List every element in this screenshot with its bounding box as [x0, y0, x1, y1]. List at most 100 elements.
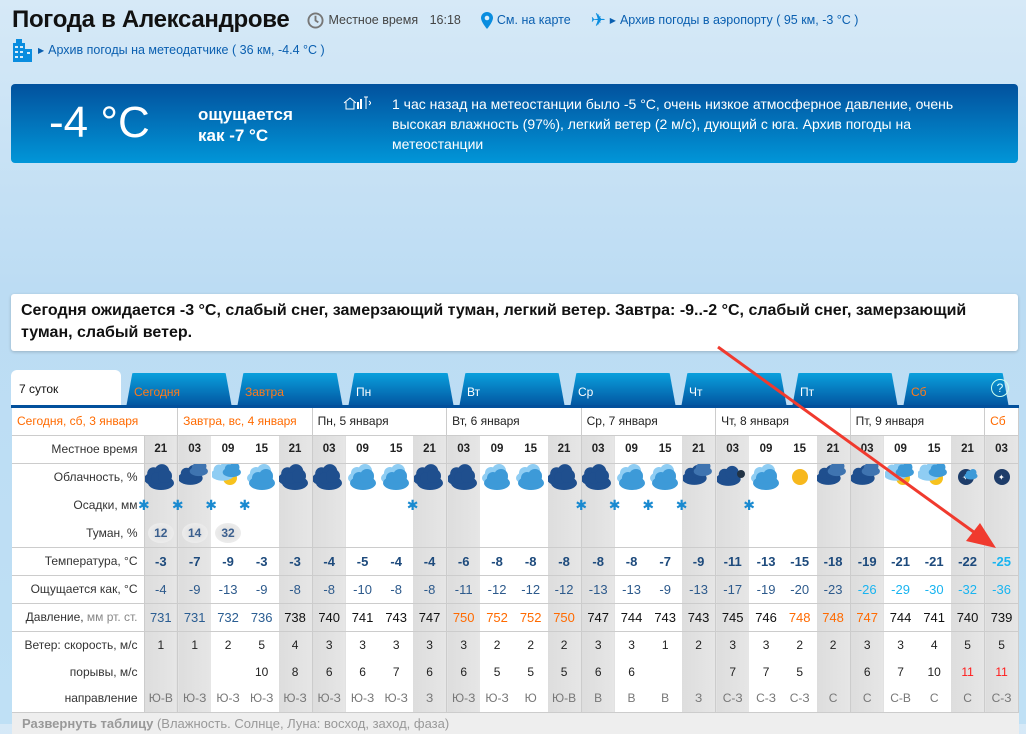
wind-gust: 5: [796, 664, 804, 679]
cell-wind: 5: [984, 631, 1019, 658]
tab-5[interactable]: Ср: [570, 373, 676, 408]
wind-gust: 6: [628, 664, 635, 679]
cell-dir: Ю-З: [278, 685, 313, 713]
page-title: Погода в Александрове: [12, 6, 290, 33]
cell-fog: [648, 519, 682, 548]
tab-4[interactable]: Вт: [459, 373, 565, 408]
cell-temp: -15: [782, 547, 817, 576]
sensor-link-text[interactable]: Архив погоды на метеодатчике ( 36 км, -4…: [48, 43, 325, 57]
pressure-value: 750: [553, 609, 575, 625]
wind-speed: 3: [628, 637, 635, 652]
time: 21: [154, 443, 168, 455]
cell-clouds: [917, 463, 951, 491]
feels-like-value: -26: [857, 581, 877, 597]
cell-wind: 2: [783, 631, 817, 658]
label-unit: мм рт. ст.: [86, 610, 138, 624]
cell-wind: 3: [312, 631, 346, 658]
cell-time: 09: [480, 435, 514, 464]
pressure-value: 745: [721, 609, 744, 625]
airport-archive-link[interactable]: ✈ ▶ Архив погоды в аэропорту ( 95 км, -3…: [591, 10, 859, 31]
cell-gusts: [682, 658, 717, 685]
current-temp: -4 °C: [49, 98, 150, 147]
cell-precip: [917, 491, 951, 519]
pressure-value: 747: [587, 609, 610, 625]
cell-clouds: [648, 463, 682, 491]
cell-time: 09: [614, 435, 649, 464]
map-link-text[interactable]: См. на карте: [496, 13, 571, 27]
cloudy-icon: [381, 464, 410, 491]
temperature: -8: [625, 553, 638, 569]
day-header: Сб: [984, 408, 1019, 436]
day-header: Пн, 5 января: [312, 408, 448, 436]
tab-2[interactable]: Завтра: [237, 373, 343, 408]
expand-table-row[interactable]: Развернуть таблицу (Влажность. Солнце, Л…: [12, 712, 1019, 734]
wind-direction: З: [425, 691, 434, 706]
row-pressure: Давление, мм рт. ст. 731 731 732 736 738 740 74…: [12, 603, 1019, 632]
cell-temp: -25: [984, 547, 1019, 576]
wind-gust: 6: [594, 664, 602, 679]
tab-6[interactable]: Чт: [681, 373, 787, 408]
feels-like-value: -30: [924, 581, 944, 597]
cell-temp: -4: [312, 547, 346, 576]
cell-clouds: [850, 463, 884, 491]
cell-wind: 2: [682, 631, 717, 658]
tab-0[interactable]: 7 суток: [11, 370, 121, 408]
row-precip: Осадки, мм ✱ ✱ ✱ ✱ ✱ ✱ ✱ ✱ ✱ ✱: [12, 491, 1019, 519]
cell-gusts: 5: [480, 658, 514, 685]
expand-table-link[interactable]: Развернуть таблицу: [22, 715, 154, 731]
forecast-summary: Сегодня ожидается -3 °C, слабый снег, за…: [11, 294, 1018, 351]
cell-temp: -22: [951, 547, 986, 576]
cell-gusts: [211, 658, 245, 685]
cell-temp: -8: [513, 547, 548, 576]
overcast-partial-icon: [851, 464, 881, 486]
tab-3[interactable]: Пн: [348, 373, 454, 408]
row-clouds: Облачность, % ✦ ✦: [12, 463, 1019, 491]
label-text: Ветер: скорость, м/с: [24, 637, 138, 652]
cell-precip: [850, 491, 884, 519]
wind-speed: 2: [493, 637, 501, 652]
feels-like-value: -9: [188, 581, 201, 597]
airport-link-text[interactable]: Архив погоды в аэропорту ( 95 км, -3 °C …: [619, 13, 859, 27]
cell-feels: -19: [749, 575, 783, 604]
cell-temp: -21: [917, 547, 951, 576]
cell-clouds: [884, 463, 918, 491]
temperature: -3: [255, 553, 268, 569]
cell-dir: С-З: [749, 685, 783, 713]
cell-temp: -4: [379, 547, 413, 576]
cloudy-night-icon: [716, 466, 745, 487]
cell-precip: ✱: [575, 491, 615, 519]
cell-precip: ✱: [609, 491, 649, 519]
cell-gusts: 6: [581, 658, 615, 685]
wind-direction: Ю-В: [552, 691, 577, 706]
cell-precip: [346, 491, 380, 519]
feels-like-value: -13: [622, 581, 641, 597]
cell-feels: -26: [850, 575, 884, 604]
map-link[interactable]: См. на карте: [480, 11, 571, 29]
cell-temp: -9: [211, 547, 245, 576]
time: 09: [490, 443, 504, 455]
cell-fog: [480, 519, 514, 548]
temperature: -25: [992, 553, 1011, 569]
wind-speed: 3: [392, 637, 400, 652]
pressure-value: 740: [318, 609, 341, 625]
tab-7[interactable]: Пт: [792, 373, 898, 408]
overcast-icon: [582, 464, 612, 491]
cell-feels: -13: [614, 575, 649, 604]
cell-gusts: 6: [850, 658, 884, 685]
cell-pressure: 747: [581, 603, 615, 632]
feels-like-value: -8: [390, 581, 402, 597]
wind-direction: Ю-З: [216, 691, 240, 706]
cell-fog: [682, 519, 717, 548]
cell-gusts: 11: [951, 658, 986, 685]
help-icon[interactable]: ?: [991, 379, 1009, 397]
temperature: -8: [592, 553, 604, 569]
label-text: Давление,: [25, 610, 84, 624]
station-description[interactable]: 1 час назад на метеостанции было -5 °C, …: [392, 96, 954, 152]
tab-1[interactable]: Сегодня: [126, 373, 232, 408]
label-text: Температура, °C: [44, 554, 138, 568]
cell-wind: 3: [715, 631, 750, 658]
temperature: -7: [659, 553, 671, 569]
cell-pressure: 741: [917, 603, 951, 632]
sensor-archive-link[interactable]: ▶ Архив погоды на метеодатчике ( 36 км, …: [12, 38, 325, 62]
cell-fog: 12: [144, 519, 179, 548]
